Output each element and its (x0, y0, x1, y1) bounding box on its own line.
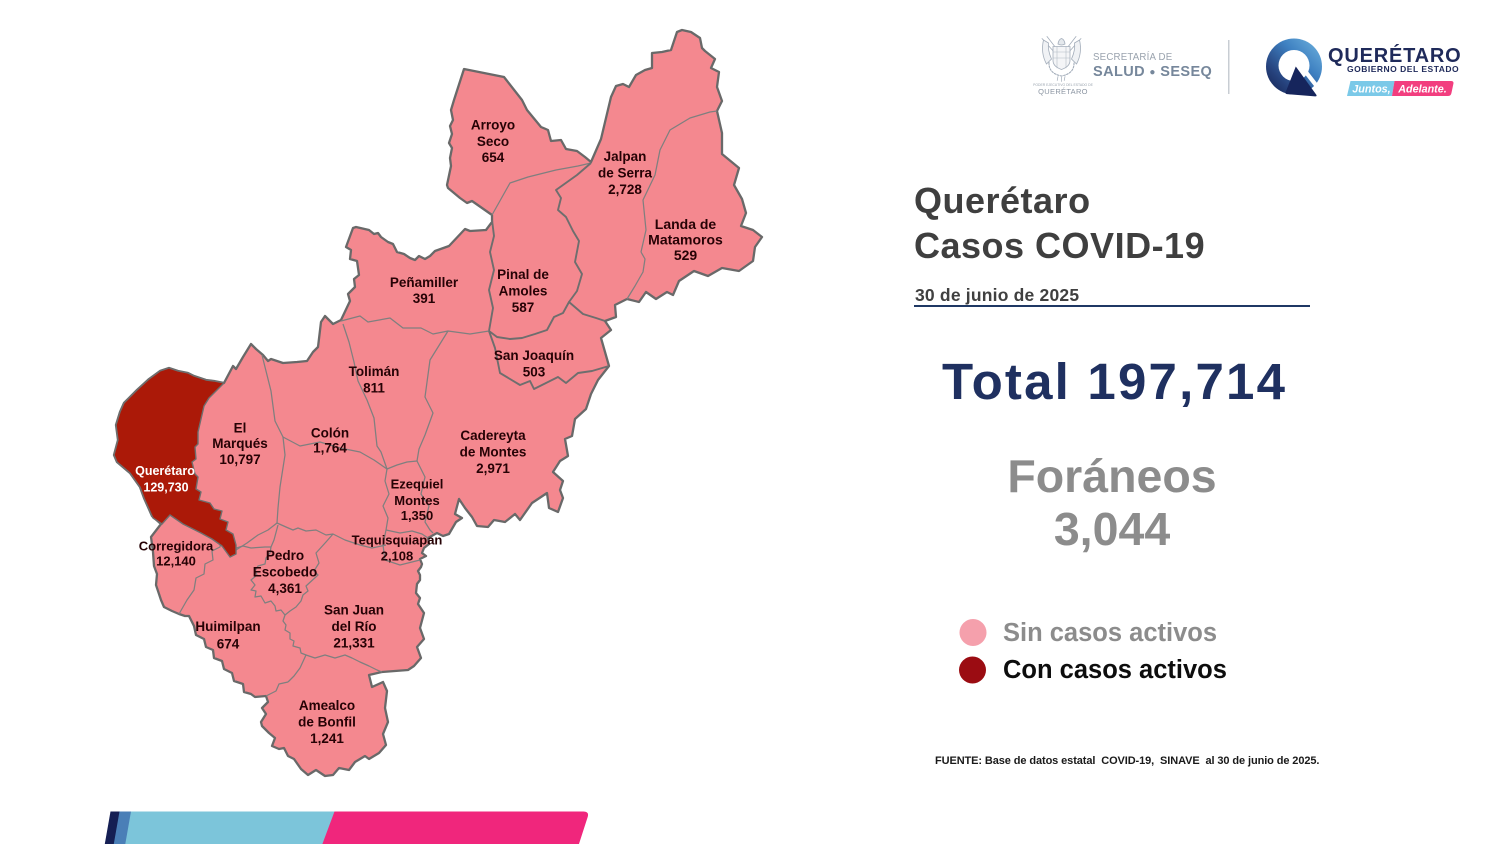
svg-text:San Juan: San Juan (324, 603, 384, 618)
svg-text:Matamoros: Matamoros (648, 232, 723, 248)
svg-text:654: 654 (482, 150, 505, 165)
svg-text:674: 674 (217, 637, 240, 652)
svg-text:Montes: Montes (394, 493, 440, 508)
svg-text:1,764: 1,764 (313, 441, 347, 456)
svg-text:San Joaquín: San Joaquín (494, 348, 574, 363)
svg-text:Amoles: Amoles (499, 284, 548, 299)
svg-text:529: 529 (674, 247, 698, 263)
svg-text:Tolimán: Tolimán (349, 364, 400, 379)
svg-text:391: 391 (413, 291, 436, 306)
svg-text:Arroyo: Arroyo (471, 118, 515, 133)
svg-text:587: 587 (512, 300, 535, 315)
svg-text:Corregidora: Corregidora (139, 539, 214, 554)
svg-text:Tequisquiapan: Tequisquiapan (352, 533, 443, 548)
svg-text:de Serra: de Serra (598, 166, 653, 181)
svg-text:Pinal de: Pinal de (497, 267, 549, 282)
svg-text:El: El (234, 421, 247, 436)
svg-text:Escobedo: Escobedo (253, 565, 318, 580)
svg-text:503: 503 (523, 365, 546, 380)
svg-text:Landa de: Landa de (655, 216, 717, 232)
svg-text:2,108: 2,108 (381, 549, 414, 564)
svg-text:Jalpan: Jalpan (604, 149, 647, 164)
svg-text:Colón: Colón (311, 426, 349, 441)
svg-text:2,728: 2,728 (608, 182, 642, 197)
svg-text:10,797: 10,797 (219, 452, 260, 467)
svg-text:1,350: 1,350 (401, 508, 434, 523)
svg-text:Ezequiel: Ezequiel (391, 477, 444, 492)
svg-text:129,730: 129,730 (143, 481, 188, 495)
svg-text:del Río: del Río (331, 619, 376, 634)
svg-text:Pedro: Pedro (266, 548, 304, 563)
svg-text:Cadereyta: Cadereyta (460, 428, 526, 443)
svg-text:21,331: 21,331 (333, 636, 375, 651)
svg-text:Querétaro: Querétaro (135, 464, 195, 478)
svg-text:Adelante.: Adelante. (1397, 83, 1447, 95)
svg-text:Amealco: Amealco (299, 698, 355, 713)
svg-text:2,971: 2,971 (476, 461, 510, 476)
svg-text:Peñamiller: Peñamiller (390, 275, 459, 290)
svg-text:811: 811 (363, 381, 385, 396)
svg-text:de Bonfil: de Bonfil (298, 715, 356, 730)
svg-text:Huimilpan: Huimilpan (195, 619, 260, 634)
svg-text:de Montes: de Montes (460, 445, 527, 460)
svg-text:Seco: Seco (477, 134, 509, 149)
svg-text:Juntos,: Juntos, (1352, 83, 1390, 95)
svg-text:12,140: 12,140 (156, 554, 196, 569)
svg-text:1,241: 1,241 (310, 731, 344, 746)
svg-text:4,361: 4,361 (268, 581, 302, 596)
svg-text:Marqués: Marqués (212, 436, 268, 451)
